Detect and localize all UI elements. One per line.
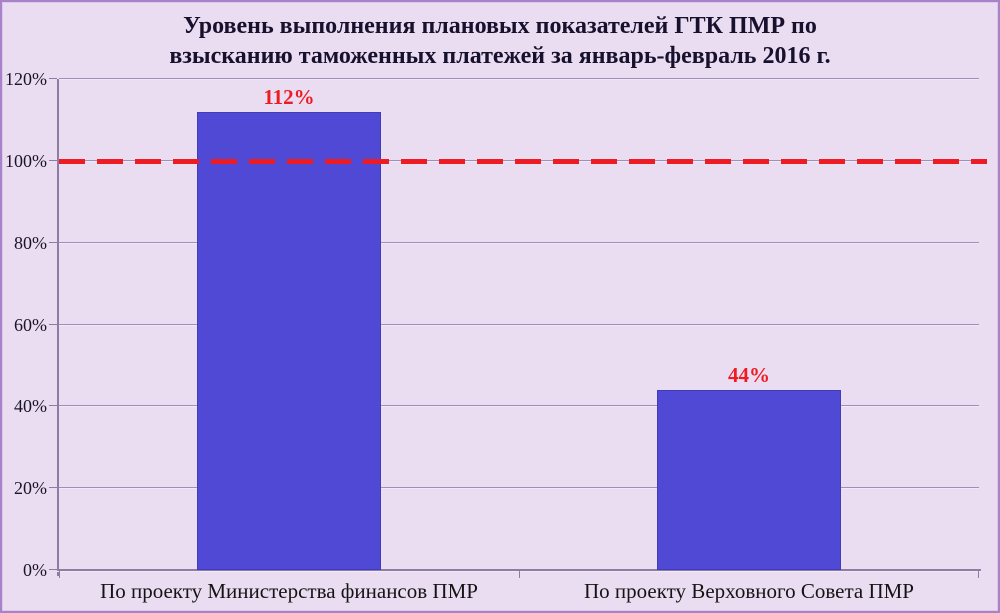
category-label-1: По проекту Министерства финансов ПМР — [100, 579, 478, 603]
y-axis-tick — [49, 405, 57, 407]
y-axis-tick — [49, 487, 57, 489]
y-axis-tick-label: 60% — [14, 314, 47, 335]
y-axis-tick — [49, 241, 57, 243]
y-axis-tick — [49, 159, 57, 161]
y-axis-tick-label: 80% — [14, 232, 47, 253]
gridline-120% — [59, 78, 979, 79]
bar-2 — [657, 389, 841, 570]
category-label-2: По проекту Верховного Совета ПМР — [584, 579, 914, 603]
chart-title-line1: Уровень выполнения плановых показателей … — [183, 13, 817, 39]
chart-title: Уровень выполнения плановых показателей … — [2, 11, 998, 71]
y-axis-tick-label: 40% — [14, 396, 47, 417]
y-axis-tick-label: 20% — [14, 478, 47, 499]
bar-1 — [197, 111, 381, 570]
chart-title-line2: взысканию таможенных платежей за январь-… — [169, 43, 831, 69]
plot-area: 0% 20% 40% 60% 80% 100% 120% 112% 44% — [5, 69, 987, 580]
y-axis-tick — [49, 569, 57, 570]
gridline-40% — [59, 405, 979, 407]
reference-line-100pct — [59, 158, 987, 164]
y-axis-tick-label: 100% — [5, 150, 47, 171]
gridline-80% — [59, 241, 979, 243]
x-axis-tick — [519, 571, 520, 578]
x-axis-line — [57, 569, 981, 571]
x-axis-labels: По проекту Министерства финансов ПМР По … — [59, 578, 979, 604]
gridline-20% — [59, 487, 979, 489]
x-axis-tick — [978, 571, 979, 578]
y-axis-tick — [49, 323, 57, 325]
y-axis-tick-label: 0% — [23, 560, 47, 580]
x-axis-tick — [59, 571, 60, 578]
bar-value-label-2: 44% — [728, 362, 770, 387]
y-axis-line — [57, 79, 59, 576]
y-axis-tick-label: 120% — [5, 69, 47, 89]
y-axis-tick — [49, 78, 57, 79]
bar-value-label-1: 112% — [263, 84, 315, 109]
gridline-60% — [59, 323, 979, 325]
